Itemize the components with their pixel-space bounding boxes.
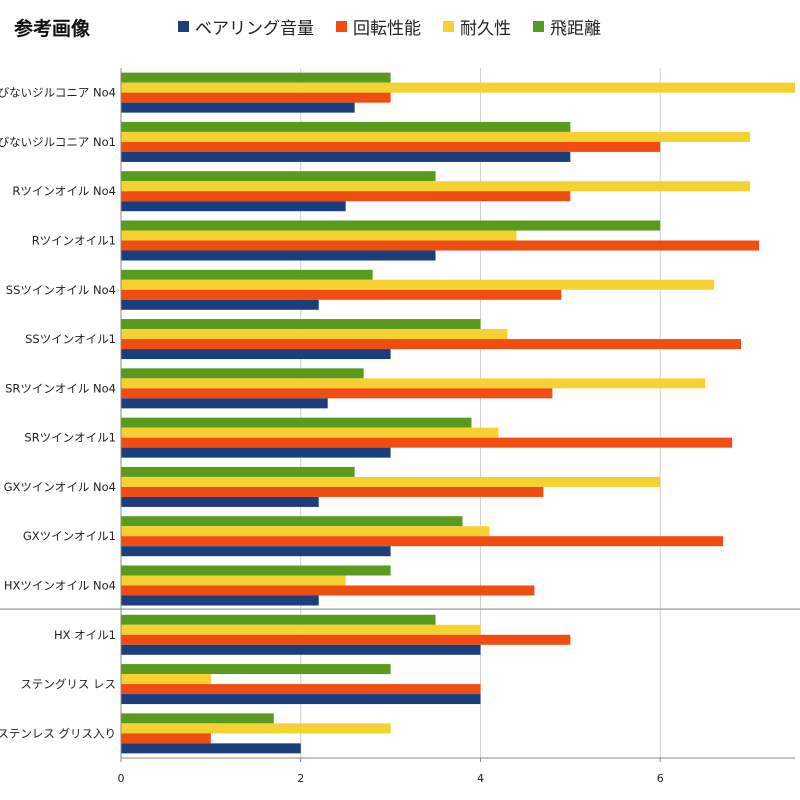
category-label-8: GXツインオイル No4	[4, 480, 116, 494]
legend-label-0: ベアリング音量	[195, 19, 314, 39]
bar-9-1	[121, 526, 490, 537]
category-label-2: Rツインオイル No4	[12, 184, 116, 198]
bar-7-1	[121, 427, 499, 438]
bar-12-3	[121, 694, 481, 705]
category-label-3: Rツインオイル1	[32, 234, 116, 248]
bar-1-3	[121, 151, 571, 162]
bar-4-2	[121, 289, 562, 300]
chart-legend: ベアリング音量 回転性能 耐久性 飛距離	[178, 14, 601, 39]
x-tick-label-2: 4	[477, 772, 484, 785]
bar-10-0	[121, 565, 391, 576]
bar-11-3	[121, 644, 481, 655]
category-label-6: SRツインオイル No4	[5, 381, 116, 395]
legend-item-0: ベアリング音量	[178, 14, 314, 39]
bar-8-0	[121, 466, 355, 477]
bar-3-2	[121, 240, 760, 251]
bar-11-0	[121, 614, 436, 625]
bar-5-3	[121, 349, 391, 360]
bar-0-2	[121, 92, 391, 103]
bar-3-3	[121, 250, 436, 261]
x-tick-label-1: 2	[297, 772, 304, 785]
category-label-13: ステンレス グリス入り	[0, 726, 116, 740]
bar-9-0	[121, 516, 463, 527]
bar-11-1	[121, 624, 481, 635]
legend-label-3: 飛距離	[550, 19, 601, 39]
bar-7-2	[121, 437, 733, 448]
bar-6-2	[121, 388, 553, 399]
bar-4-1	[121, 279, 715, 290]
legend-swatch-3	[533, 21, 544, 32]
legend-label-2: 耐久性	[460, 19, 511, 39]
category-label-10: HXツインオイル No4	[4, 579, 116, 593]
bar-9-3	[121, 546, 391, 557]
bar-12-2	[121, 684, 481, 695]
bar-8-3	[121, 496, 319, 507]
bar-1-0	[121, 121, 571, 132]
bar-10-2	[121, 585, 535, 596]
bar-8-2	[121, 486, 544, 497]
category-label-0: 錆びないジルコニア No4	[0, 86, 116, 100]
legend-swatch-1	[336, 21, 347, 32]
bar-2-1	[121, 181, 751, 192]
legend-item-1: 回転性能	[336, 14, 421, 39]
category-label-9: GXツインオイル1	[23, 529, 116, 543]
bar-1-1	[121, 131, 751, 142]
bar-7-3	[121, 447, 391, 458]
category-label-11: HX オイル1	[54, 628, 116, 642]
legend-item-2: 耐久性	[443, 14, 511, 39]
x-tick-label-3: 6	[657, 772, 664, 785]
legend-swatch-0	[178, 21, 189, 32]
bar-4-0	[121, 269, 373, 280]
bar-6-0	[121, 368, 364, 379]
bar-13-1	[121, 723, 391, 734]
legend-label-1: 回転性能	[353, 19, 421, 39]
bar-6-1	[121, 378, 706, 389]
bar-7-0	[121, 417, 472, 428]
bar-5-1	[121, 329, 508, 340]
bar-3-1	[121, 230, 517, 241]
bar-5-2	[121, 339, 742, 350]
category-label-1: 錆びないジルコニア No1	[0, 135, 116, 149]
bar-12-0	[121, 664, 391, 675]
bar-9-2	[121, 536, 724, 547]
bar-11-2	[121, 634, 571, 645]
category-label-12: ステングリス レス	[20, 677, 116, 691]
legend-item-3: 飛距離	[533, 14, 601, 39]
bar-2-3	[121, 201, 346, 212]
bar-8-1	[121, 476, 661, 487]
legend-swatch-2	[443, 21, 454, 32]
bar-0-0	[121, 72, 391, 83]
bar-12-1	[121, 674, 211, 685]
category-label-5: SSツインオイル1	[25, 332, 116, 346]
bar-3-0	[121, 220, 661, 231]
bar-13-0	[121, 713, 274, 724]
bar-0-1	[121, 82, 795, 93]
bar-13-2	[121, 733, 211, 744]
bar-4-3	[121, 299, 319, 310]
x-tick-label-0: 0	[118, 772, 125, 785]
bar-1-2	[121, 141, 661, 152]
bar-5-0	[121, 319, 481, 330]
bar-13-3	[121, 743, 301, 754]
category-label-4: SSツインオイル No4	[6, 283, 116, 297]
bar-2-0	[121, 171, 436, 182]
chart-title: 参考画像	[14, 18, 91, 40]
bar-0-3	[121, 102, 355, 113]
bar-10-3	[121, 595, 319, 606]
category-label-7: SRツインオイル1	[24, 431, 116, 445]
bar-6-3	[121, 398, 328, 409]
bar-2-2	[121, 191, 571, 202]
bar-10-1	[121, 575, 346, 586]
